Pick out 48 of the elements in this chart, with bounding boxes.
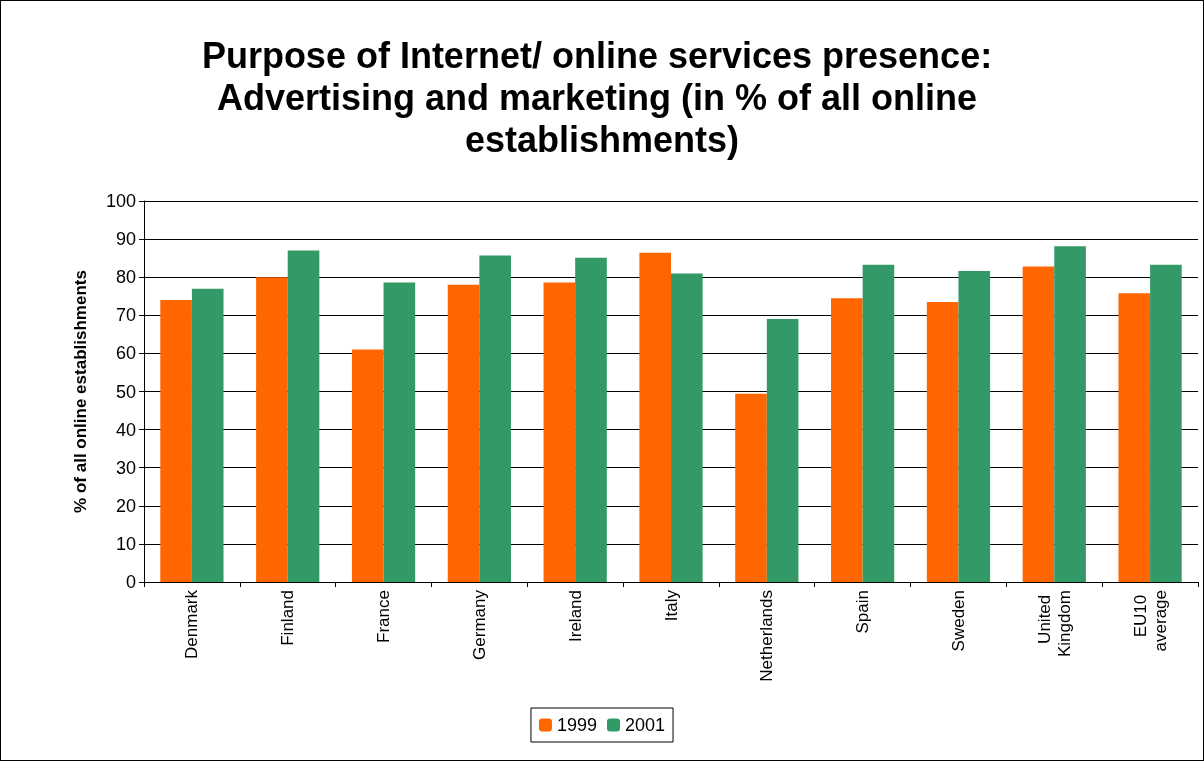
x-tick-label: Denmark bbox=[182, 589, 202, 659]
y-tick-label: 30 bbox=[115, 457, 136, 478]
x-tick-label: Spain bbox=[853, 590, 873, 634]
y-axis-title: % of all online establishments bbox=[71, 270, 90, 513]
x-tick-label: Finland bbox=[278, 590, 298, 646]
legend-label: 2001 bbox=[625, 715, 666, 735]
bar bbox=[383, 282, 416, 582]
bar bbox=[1022, 266, 1055, 582]
y-tick-label: 10 bbox=[115, 533, 136, 554]
bar bbox=[160, 300, 192, 582]
y-tick-label: 40 bbox=[115, 419, 136, 440]
x-tick-label: Italy bbox=[661, 589, 681, 622]
bar bbox=[735, 393, 767, 582]
bar bbox=[926, 301, 959, 582]
bar bbox=[191, 288, 224, 582]
bar bbox=[671, 273, 703, 582]
bar bbox=[862, 264, 895, 582]
x-tick-label: Sweden bbox=[948, 590, 968, 652]
y-tick-label: 100 bbox=[105, 191, 136, 211]
y-tick-label: 0 bbox=[125, 572, 136, 592]
bar bbox=[543, 282, 576, 582]
bar bbox=[766, 319, 799, 582]
bar bbox=[479, 255, 511, 582]
bar bbox=[1118, 293, 1151, 582]
x-tick-label: Germany bbox=[469, 589, 489, 660]
bar bbox=[831, 298, 863, 582]
bar bbox=[1054, 246, 1086, 582]
y-tick-label: 90 bbox=[115, 229, 136, 250]
y-tick-label: 80 bbox=[115, 267, 136, 288]
legend-label: 1999 bbox=[556, 715, 597, 735]
bar bbox=[351, 349, 384, 582]
x-tick-label: United Kingdom bbox=[1034, 590, 1074, 658]
x-tick-label: Ireland bbox=[565, 590, 585, 642]
bar bbox=[958, 271, 991, 582]
bar bbox=[575, 257, 607, 582]
bar bbox=[447, 284, 480, 582]
y-tick-label: 50 bbox=[115, 381, 136, 402]
y-tick-label: 70 bbox=[115, 305, 136, 326]
x-tick-label: France bbox=[374, 590, 394, 643]
y-tick-label: 60 bbox=[115, 343, 136, 364]
bar bbox=[256, 277, 288, 582]
bar bbox=[639, 252, 671, 582]
x-tick-label: EU10 average bbox=[1130, 590, 1170, 652]
chart-title: Purpose of Internet/ online services presence: Advertising and marketing (in % of all online establishments) bbox=[201, 34, 1003, 160]
bar bbox=[287, 250, 320, 582]
bar bbox=[1150, 264, 1182, 582]
x-tick-label: Netherlands bbox=[757, 590, 777, 682]
y-tick-label: 20 bbox=[115, 495, 136, 516]
